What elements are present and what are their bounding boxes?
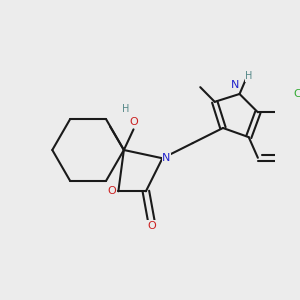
Text: H: H bbox=[122, 104, 129, 114]
Text: N: N bbox=[162, 153, 171, 163]
Text: O: O bbox=[107, 186, 116, 196]
Text: H: H bbox=[245, 71, 253, 81]
Text: Cl: Cl bbox=[294, 89, 300, 99]
Text: N: N bbox=[230, 80, 239, 90]
Text: O: O bbox=[147, 221, 156, 231]
Text: O: O bbox=[129, 118, 138, 128]
